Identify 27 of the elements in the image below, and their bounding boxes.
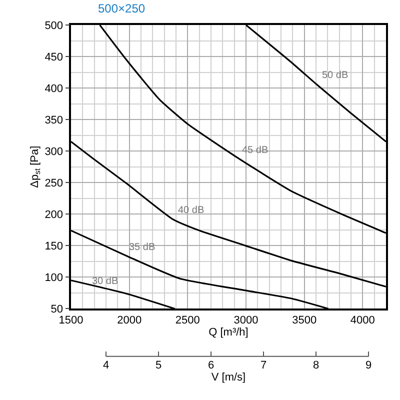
y-tick-label: 200	[44, 209, 64, 221]
x2-tick-label: 9	[365, 359, 372, 372]
x-tick-label: 1500	[58, 314, 84, 327]
series-label: 30 dB	[92, 276, 118, 287]
y-tick-label: 350	[44, 114, 64, 126]
x-tick-label: 3000	[234, 314, 258, 327]
x-axis-title: Q [m³/h]	[208, 326, 248, 339]
y-tick-label: 400	[44, 82, 64, 95]
x-tick-label: 3500	[292, 314, 317, 327]
x2-tick-label: 8	[312, 359, 320, 372]
y-tick-label: 50	[50, 304, 64, 316]
chart-title: 500×250	[98, 1, 146, 16]
y-tick-label: 500	[44, 20, 64, 32]
y-tick-label: 250	[44, 177, 64, 190]
y-tick-label: 450	[44, 51, 64, 64]
y-tick-label: 100	[44, 272, 64, 284]
x-tick-label: 4000	[350, 314, 375, 327]
x-tick-label: 2000	[117, 314, 142, 327]
y-tick-label: 300	[44, 146, 64, 158]
x2-tick-label: 6	[208, 359, 214, 372]
x2-tick-label: 7	[260, 359, 267, 372]
x2-tick-label: 5	[155, 359, 162, 372]
x-tick-label: 2500	[175, 314, 200, 327]
y-tick-label: 150	[44, 240, 64, 253]
x2-axis-title: V [m/s]	[211, 372, 246, 384]
x2-tick-label: 4	[102, 359, 110, 372]
series-label: 50 dB	[322, 70, 348, 81]
